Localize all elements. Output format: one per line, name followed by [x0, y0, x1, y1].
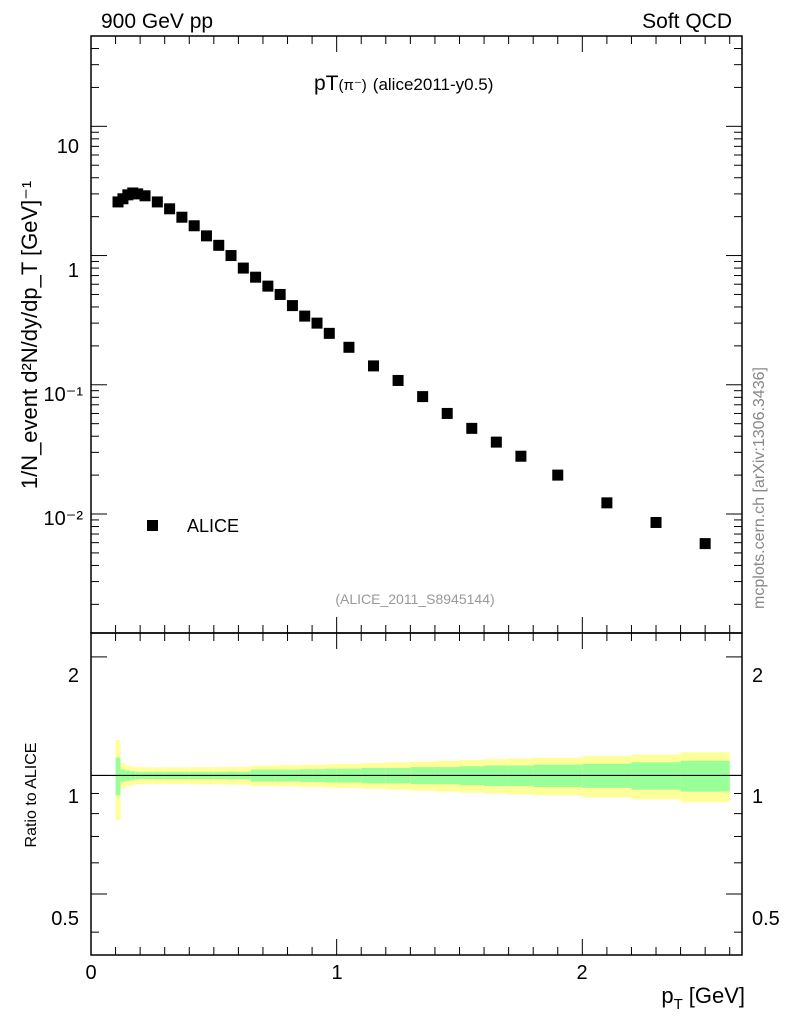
- x-axis-title-unit: [GeV]: [689, 983, 745, 1008]
- y-tick-label-0p1: 10⁻¹: [44, 384, 84, 406]
- data-point-17: [286, 300, 298, 312]
- ratio-y-tick-label-0p5-right: 0.5: [752, 908, 780, 930]
- data-point-16: [274, 288, 286, 300]
- data-point-8: [176, 211, 188, 223]
- data-point-12: [225, 250, 237, 262]
- data-points: [112, 187, 711, 550]
- legend-marker: [147, 520, 158, 531]
- data-point-9: [188, 220, 200, 232]
- title-particle: (π⁻): [339, 77, 367, 94]
- ratio-y-tick-label-2-right: 2: [752, 665, 763, 687]
- ratio-plot-frame: [90, 632, 743, 956]
- x-tick-label-2: 2: [576, 962, 587, 984]
- header-left: 900 GeV pp: [101, 10, 213, 33]
- axis-ticks: [90, 35, 742, 955]
- main-plot-title: pT(π⁻) (alice2011-y0.5): [314, 72, 493, 95]
- data-point-29: [552, 469, 564, 481]
- x-axis-title-sub: T: [674, 996, 683, 1013]
- x-tick-label-0: 0: [85, 962, 96, 984]
- data-point-23: [392, 374, 404, 386]
- data-point-7: [164, 203, 176, 215]
- data-point-20: [323, 327, 335, 339]
- data-point-13: [237, 262, 249, 274]
- data-point-11: [213, 239, 225, 251]
- data-point-4: [132, 188, 144, 200]
- legend-label: ALICE: [187, 516, 239, 536]
- title-main: pT: [314, 72, 339, 95]
- data-point-25: [441, 407, 453, 419]
- title-tag: (alice2011-y0.5): [373, 75, 494, 94]
- x-axis-title-main: p: [661, 983, 673, 1008]
- y-tick-label-10: 10: [57, 136, 79, 158]
- header-right: Soft QCD: [642, 10, 732, 33]
- data-point-31: [650, 516, 662, 528]
- y-tick-label-1: 1: [68, 260, 79, 282]
- ratio-stat-band-0: [115, 757, 121, 796]
- y-tick-label-0p01: 10⁻²: [44, 508, 84, 530]
- data-point-19: [311, 317, 323, 329]
- data-point-5: [139, 190, 151, 202]
- ratio-y-tick-label-2: 2: [68, 665, 79, 687]
- data-point-18: [299, 310, 311, 322]
- data-point-22: [368, 360, 380, 372]
- x-axis-title: pT [GeV]: [661, 983, 745, 1013]
- x-tick-label-1: 1: [331, 962, 342, 984]
- data-point-27: [490, 436, 502, 448]
- data-point-30: [601, 497, 613, 509]
- ratio-y-axis-title: Ratio to ALICE: [23, 743, 40, 848]
- ratio-y-tick-label-1-right: 1: [752, 786, 763, 808]
- side-label: mcplots.cern.ch [arXiv:1306.3436]: [751, 367, 768, 609]
- data-point-15: [262, 280, 274, 292]
- ratio-stat-band-32: [680, 760, 730, 792]
- data-point-26: [466, 422, 478, 434]
- data-point-21: [343, 341, 355, 353]
- data-point-6: [151, 196, 163, 208]
- data-point-24: [417, 391, 429, 403]
- top-plot-frame: [90, 35, 743, 634]
- y-axis-title: 1/N_event d²N/dy/dp_T [GeV]⁻¹: [17, 181, 42, 489]
- analysis-label: (ALICE_2011_S8945144): [335, 591, 494, 607]
- data-point-10: [200, 230, 212, 242]
- ratio-y-tick-label-0p5: 0.5: [51, 908, 79, 930]
- ratio-y-tick-label-1: 1: [68, 786, 79, 808]
- data-point-28: [515, 450, 527, 462]
- ratio-bands: [115, 740, 730, 821]
- data-point-14: [250, 271, 262, 283]
- data-point-32: [699, 538, 711, 550]
